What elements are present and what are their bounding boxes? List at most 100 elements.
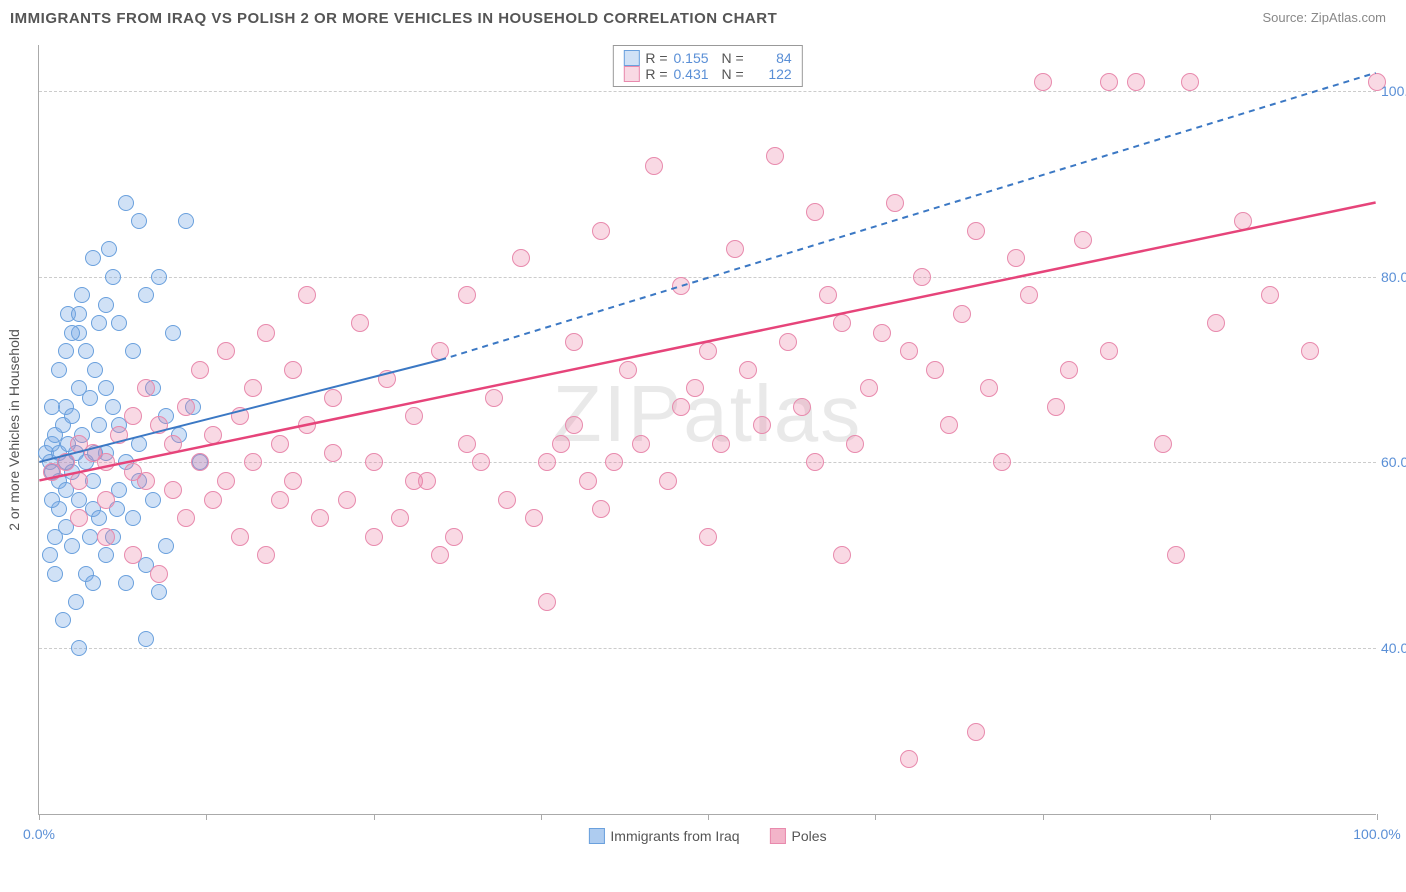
data-point — [151, 269, 167, 285]
data-point — [525, 509, 543, 527]
data-point — [900, 750, 918, 768]
data-point — [458, 286, 476, 304]
data-point — [605, 453, 623, 471]
data-point — [806, 453, 824, 471]
data-point — [338, 491, 356, 509]
data-point — [298, 286, 316, 304]
legend-swatch-iraq — [588, 828, 604, 844]
data-point — [632, 435, 650, 453]
data-point — [699, 342, 717, 360]
data-point — [365, 453, 383, 471]
data-point — [44, 399, 60, 415]
data-point — [391, 509, 409, 527]
data-point — [217, 472, 235, 490]
series-legend: Immigrants from Iraq Poles — [588, 828, 826, 844]
data-point — [47, 566, 63, 582]
data-point — [860, 379, 878, 397]
data-point — [71, 640, 87, 656]
data-point — [138, 631, 154, 647]
data-point — [138, 287, 154, 303]
data-point — [105, 399, 121, 415]
data-point — [82, 390, 98, 406]
data-point — [44, 492, 60, 508]
data-point — [806, 203, 824, 221]
data-point — [78, 343, 94, 359]
data-point — [97, 491, 115, 509]
data-point — [98, 297, 114, 313]
watermark-bold: ZIP — [553, 369, 683, 458]
data-point — [512, 249, 530, 267]
data-point — [244, 379, 262, 397]
data-point — [64, 325, 80, 341]
data-point — [1207, 314, 1225, 332]
data-point — [1154, 435, 1172, 453]
data-point — [244, 453, 262, 471]
data-point — [1100, 342, 1118, 360]
data-point — [739, 361, 757, 379]
data-point — [619, 361, 637, 379]
data-point — [85, 575, 101, 591]
data-point — [1301, 342, 1319, 360]
chart-area: 2 or more Vehicles in Household ZIPatlas… — [38, 45, 1376, 815]
data-point — [131, 213, 147, 229]
data-point — [431, 342, 449, 360]
legend-swatch-poles — [770, 828, 786, 844]
data-point — [431, 546, 449, 564]
data-point — [445, 528, 463, 546]
data-point — [191, 453, 209, 471]
legend-label-poles: Poles — [792, 828, 827, 844]
data-point — [91, 510, 107, 526]
data-point — [70, 472, 88, 490]
data-point — [98, 380, 114, 396]
data-point — [726, 240, 744, 258]
data-point — [158, 538, 174, 554]
data-point — [91, 315, 107, 331]
data-point — [485, 389, 503, 407]
data-point — [68, 594, 84, 610]
data-point — [284, 472, 302, 490]
data-point — [257, 324, 275, 342]
data-point — [712, 435, 730, 453]
data-point — [552, 435, 570, 453]
ytick-label: 100.0% — [1381, 83, 1406, 99]
data-point — [565, 416, 583, 434]
data-point — [672, 277, 690, 295]
data-point — [42, 547, 58, 563]
watermark-thin: atlas — [683, 369, 862, 458]
data-point — [284, 361, 302, 379]
data-point — [1127, 73, 1145, 91]
data-point — [1100, 73, 1118, 91]
data-point — [873, 324, 891, 342]
header: IMMIGRANTS FROM IRAQ VS POLISH 2 OR MORE… — [0, 0, 1406, 32]
data-point — [793, 398, 811, 416]
data-point — [672, 398, 690, 416]
data-point — [58, 343, 74, 359]
stats-row-iraq: R = 0.155 N = 84 — [623, 50, 791, 66]
data-point — [967, 723, 985, 741]
data-point — [592, 222, 610, 240]
r-label: R = — [645, 50, 667, 66]
data-point — [967, 222, 985, 240]
data-point — [378, 370, 396, 388]
data-point — [97, 453, 115, 471]
data-point — [1034, 73, 1052, 91]
data-point — [1167, 546, 1185, 564]
data-point — [753, 416, 771, 434]
data-point — [231, 407, 249, 425]
data-point — [125, 510, 141, 526]
data-point — [298, 416, 316, 434]
data-point — [913, 268, 931, 286]
data-point — [191, 361, 209, 379]
data-point — [137, 379, 155, 397]
data-point — [953, 305, 971, 323]
r-label: R = — [645, 66, 667, 82]
data-point — [1020, 286, 1038, 304]
n-label: N = — [722, 50, 744, 66]
legend-item-iraq: Immigrants from Iraq — [588, 828, 739, 844]
data-point — [592, 500, 610, 518]
data-point — [231, 528, 249, 546]
source-label: Source: ZipAtlas.com — [1262, 10, 1386, 25]
data-point — [940, 416, 958, 434]
data-point — [686, 379, 704, 397]
data-point — [1181, 73, 1199, 91]
